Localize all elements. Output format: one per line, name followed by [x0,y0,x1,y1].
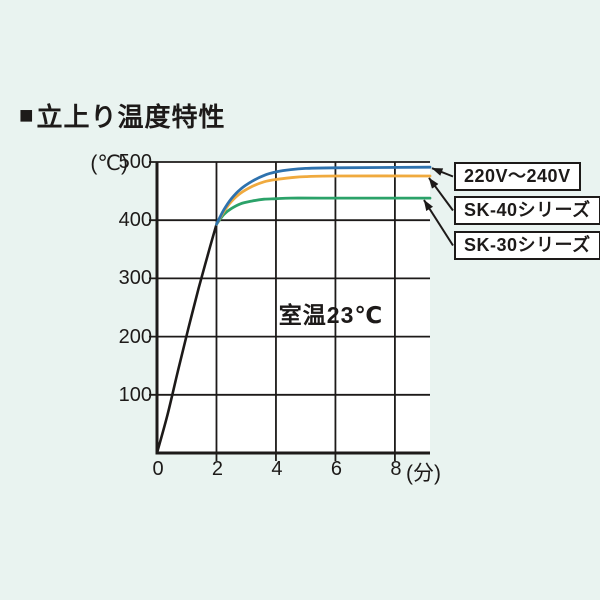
title-square-icon: ■ [19,101,35,129]
legend-label: SK-30シリーズ [464,235,591,255]
x-tick-label: 4 [271,458,283,480]
legend-arrow [428,177,454,212]
page-title-text: 立上り温度特性 [36,102,226,132]
legend-label: 220V～240V [464,166,571,186]
y-tick-label: 100 [118,383,152,406]
legend-label: SK-40シリーズ [464,200,591,220]
legend-box-sk40-series: SK-40シリーズ [454,196,600,225]
x-axis-unit: (分) [406,462,441,485]
y-tick-label: 300 [118,267,152,290]
y-tick-label: 400 [118,209,152,232]
x-tick-label: 8 [390,458,402,480]
series-curve [215,165,432,226]
plot-background [157,162,430,453]
y-tick-label: 500 [118,151,152,173]
page-title: ■ 立上り温度特性 [19,97,226,134]
x-tick-label: 2 [211,458,224,480]
x-tick-label: 6 [330,458,342,480]
y-axis-unit: (℃) [90,152,128,175]
y-tick-label: 200 [118,325,152,348]
legend-arrow [423,199,454,247]
room-temp-annotation: 室温23℃ [278,302,384,328]
series-curve [215,196,432,226]
x-tick-label: 0 [152,458,164,480]
common-rise-curve [155,223,218,455]
legend-arrow [431,167,454,178]
series-curve [215,174,432,226]
legend-box-220v-240v: 220V～240V [454,162,581,191]
legend-box-sk30-series: SK-30シリーズ [454,231,600,260]
